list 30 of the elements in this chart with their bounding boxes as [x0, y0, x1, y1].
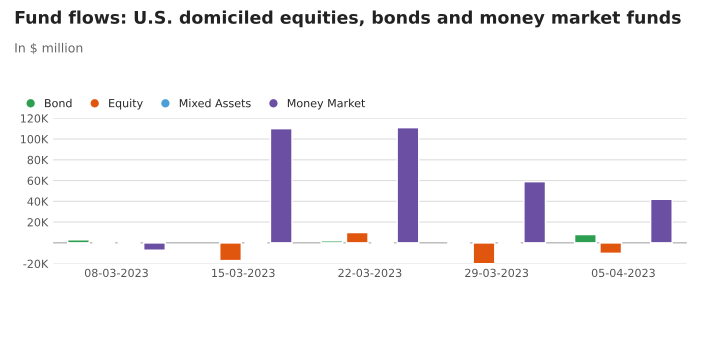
- x-tick-label: 22-03-2023: [338, 268, 402, 278]
- y-tick-label: 120K: [20, 114, 48, 123]
- bar: [219, 242, 242, 262]
- bar: [270, 128, 293, 244]
- x-tick-label: 15-03-2023: [212, 268, 275, 278]
- x-tick-label: 29-03-2023: [465, 268, 528, 278]
- bar: [523, 180, 546, 244]
- bar: [143, 242, 166, 251]
- bar: [574, 234, 597, 244]
- y-tick-label: 40K: [27, 197, 48, 206]
- chart-title: Fund flows: U.S. domiciled equities, bonds and money market funds: [16, 10, 681, 28]
- chart-subtitle: In $ million: [15, 42, 82, 54]
- y-tick-label: 80K: [28, 156, 48, 164]
- legend-label: Equity: [109, 98, 143, 110]
- bar: [396, 126, 420, 244]
- legend-label: Mixed Assets: [180, 98, 251, 108]
- x-tick-label: 05-04-2023: [592, 268, 655, 278]
- legend-label: Money Market: [288, 98, 366, 110]
- bar: [66, 239, 90, 244]
- x-tick-label: 08-03-2023: [84, 268, 148, 278]
- bar: [650, 198, 673, 244]
- bar: [320, 240, 344, 244]
- y-tick-label: 20K: [28, 218, 48, 226]
- y-tick-label: 100K: [20, 135, 48, 144]
- bar: [599, 242, 622, 254]
- y-tick-label: 60K: [28, 176, 48, 185]
- bar: [346, 232, 369, 244]
- legend-label: Bond: [45, 98, 72, 108]
- y-tick-label: -20K: [23, 260, 48, 268]
- bar: [472, 242, 496, 264]
